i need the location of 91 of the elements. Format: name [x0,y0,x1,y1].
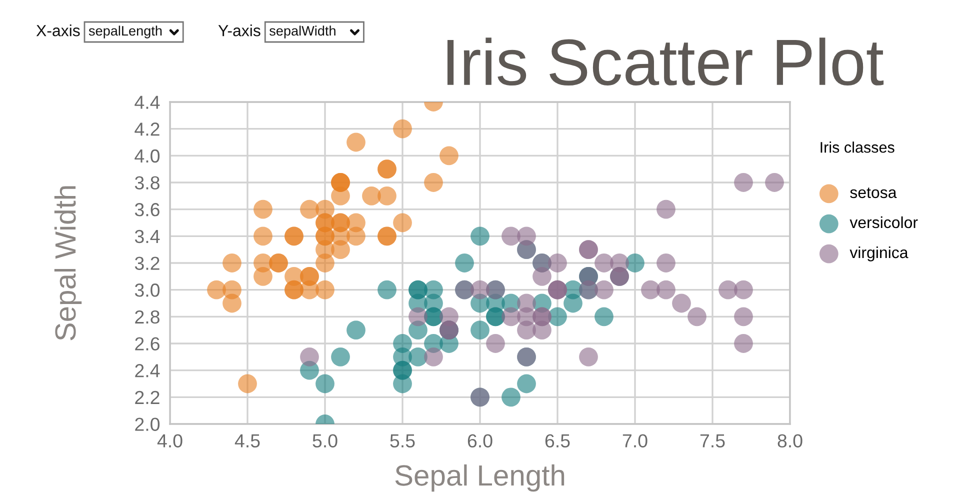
x-tick-label: 8.0 [778,434,802,448]
point [222,280,242,300]
point [316,240,334,260]
x-tick-label: 6.0 [468,434,492,448]
point [517,226,536,246]
y-tick-label: 4.0 [134,149,160,163]
legend-label: versicolor [850,216,918,228]
y-tick-label: 3.4 [134,230,160,244]
y-axis-title: Sepal Width [54,186,82,340]
y-tick-label: 2.8 [135,310,160,324]
point [378,280,396,300]
legend-label: setosa [850,188,897,198]
point [408,307,428,326]
y-tick-label: 3.0 [134,284,160,297]
point [440,146,458,166]
point [346,320,366,340]
point [656,200,676,219]
x-tick-label: 5.5 [390,434,415,448]
x-tick-label: 4.0 [157,434,182,448]
legend-title: Iris classes [820,142,894,153]
point [594,280,614,300]
text: X-axis [36,24,80,36]
point [316,280,334,300]
point [594,307,614,326]
point [502,307,520,326]
point [502,388,520,407]
point [300,347,319,366]
point [393,334,412,353]
legend-label: virginica [850,246,908,262]
point [548,307,567,326]
point [393,119,412,138]
point [393,213,412,232]
point [424,347,443,366]
point [517,374,536,394]
y-tick-label: 4.4 [134,96,160,109]
point [688,307,706,326]
point [346,132,366,152]
y-tick-label: 3.2 [134,256,160,270]
y-tick-label: 4.2 [134,122,160,136]
point [718,280,738,300]
point [626,254,644,272]
text: sepalLength [88,26,162,38]
point [424,173,443,192]
point [579,347,598,366]
point [765,173,784,192]
point [734,173,753,192]
point [331,347,350,366]
x-tick-label: 7.0 [622,434,648,448]
point [656,254,676,272]
point [331,226,350,246]
text: sepalWidth [270,26,336,38]
y-tick-label: 2.4 [135,364,160,378]
point [455,254,474,272]
point [517,307,536,326]
point [254,254,272,272]
x-axis-title: Sepal Length [395,464,564,492]
point [346,226,366,246]
point [470,226,490,246]
y-tick-label: 2.2 [135,390,160,404]
point [641,280,660,300]
y-tick-label: 2.0 [135,418,160,431]
point [238,374,257,394]
point [207,280,226,300]
point [734,334,753,353]
x-tick-label: 4.5 [234,434,260,448]
y-tick-label: 3.8 [134,176,160,190]
point [378,186,396,206]
x-tick-label: 7.5 [700,434,725,448]
point [656,280,676,300]
point [734,307,753,326]
point [222,254,242,272]
y-tick-label: 2.6 [135,337,160,350]
y-tick-label: 3.6 [134,203,160,216]
point [548,254,567,272]
point [734,280,753,300]
text: Y-axis [218,24,260,36]
point [470,280,490,300]
point [316,374,334,394]
point [532,266,552,286]
point [594,254,614,272]
x-tick-label: 6.5 [545,434,570,448]
point [486,334,505,353]
x-tick-label: 5.0 [312,434,338,448]
point [300,200,319,219]
chart-title: Iris Scatter Plot [447,38,884,86]
point [254,200,272,219]
point [362,186,381,206]
point [254,226,272,246]
point [502,226,520,246]
point [470,320,490,340]
point [672,294,691,313]
